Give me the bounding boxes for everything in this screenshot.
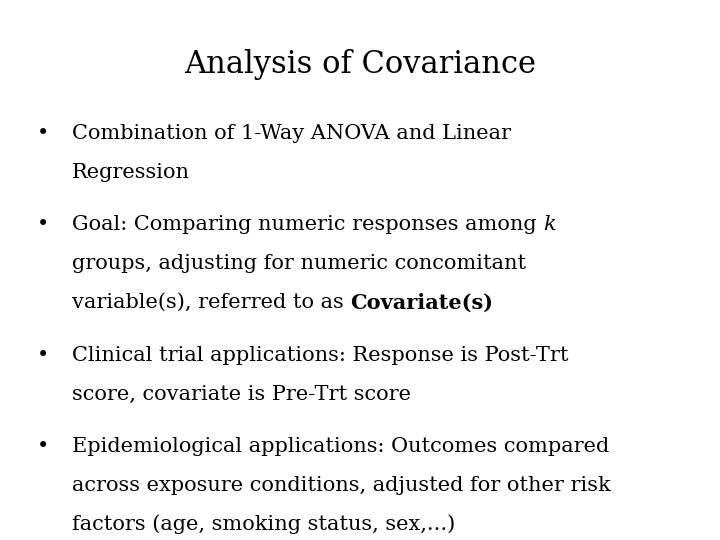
Text: Clinical trial applications: Response is Post-Trt: Clinical trial applications: Response is… (72, 346, 569, 365)
Text: variable(s), referred to as: variable(s), referred to as (72, 293, 351, 312)
Text: Covariate(s): Covariate(s) (351, 293, 493, 313)
Text: groups, adjusting for numeric concomitant: groups, adjusting for numeric concomitan… (72, 254, 526, 273)
Text: •: • (37, 124, 50, 143)
Text: •: • (37, 215, 50, 234)
Text: Epidemiological applications: Outcomes compared: Epidemiological applications: Outcomes c… (72, 437, 609, 456)
Text: factors (age, smoking status, sex,...): factors (age, smoking status, sex,...) (72, 515, 455, 534)
Text: k: k (544, 215, 556, 234)
Text: Regression: Regression (72, 163, 190, 182)
Text: Goal: Comparing numeric responses among: Goal: Comparing numeric responses among (72, 215, 544, 234)
Text: Analysis of Covariance: Analysis of Covariance (184, 49, 536, 79)
Text: score, covariate is Pre-Trt score: score, covariate is Pre-Trt score (72, 384, 411, 403)
Text: •: • (37, 346, 50, 365)
Text: across exposure conditions, adjusted for other risk: across exposure conditions, adjusted for… (72, 476, 611, 495)
Text: •: • (37, 437, 50, 456)
Text: Combination of 1-Way ANOVA and Linear: Combination of 1-Way ANOVA and Linear (72, 124, 511, 143)
